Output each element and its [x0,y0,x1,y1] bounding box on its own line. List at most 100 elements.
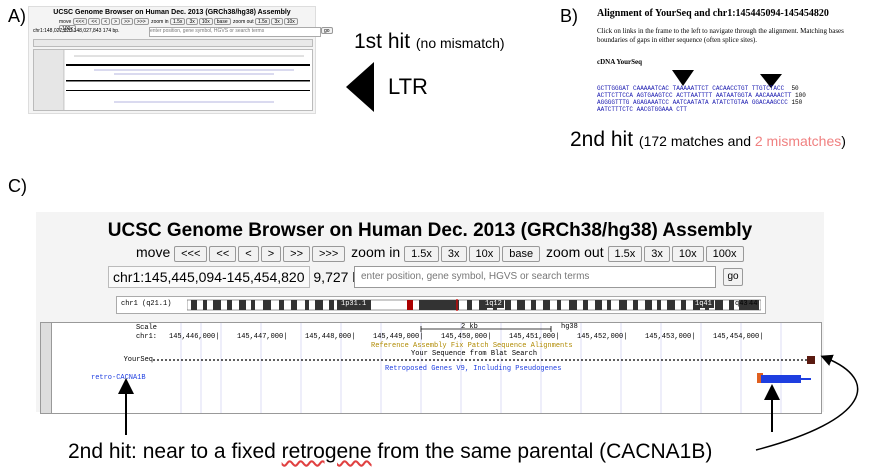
second-hit-summary: 2nd hit (172 matches and 2 mismatches) [570,128,846,152]
zoom-out-3x-button[interactable]: 3x [644,246,670,262]
tick-label: 145,451,000| [509,333,560,341]
move-left-2-button[interactable]: << [88,18,101,25]
zoom-in-base-button[interactable]: base [213,18,231,25]
search-input[interactable]: enter position, gene symbol, HGVS or sea… [149,27,321,37]
move-label: move [59,19,72,25]
seq-text: ACTTCTTCCA AGTGAAGTCC ACTTAATTTT AATAATG… [597,92,792,99]
panel-a-label: A) [8,6,26,26]
tick-label: 145,447,000| [237,333,288,341]
move-right-2-button[interactable]: >> [283,246,310,262]
second-hit-note: (172 matches and [638,133,755,149]
zoom-out-3x-button[interactable]: 3x [271,18,283,25]
move-far-left-button[interactable]: <<< [72,18,88,25]
zoom-out-100x-button[interactable]: 100x [59,25,76,32]
ltr-label: LTR [388,74,428,99]
band-label: 44 [749,300,758,308]
move-left-2-button[interactable]: << [209,246,237,262]
ideogram-label: chr1 (q21.1) [121,300,172,308]
seq-line: GCTTGGGAT CAAAAATCAC TAAAAATTCT CACAACCT… [597,85,806,92]
zoom-out-1-5x-button[interactable]: 1.5x [607,246,643,262]
tick-label: 145,446,000| [169,333,220,341]
scale-label: Scale [135,324,157,332]
retro-track-title: Retroposed Genes V9, Including Pseudogen… [385,365,562,373]
fix-patch-track-title: Reference Assembly Fix Patch Sequence Al… [371,342,573,350]
triangle-pointer-icon [346,62,374,112]
panel-a-browser: UCSC Genome Browser on Human Dec. 2013 (… [28,6,333,114]
zoom-out-10x-button[interactable]: 10x [671,246,704,262]
panel-c-label: C) [8,176,27,196]
move-left-button[interactable]: < [238,246,259,262]
seq-line: AGGGGTTTG AGAGAAATCC AATCAATATA ATATCTGT… [597,99,806,106]
assembly-label: hg38 [561,323,578,331]
track-gridlines-svg [153,323,815,413]
panel-b-label: B) [560,6,578,26]
track-side-buttons[interactable] [41,323,52,413]
move-far-right-button[interactable]: >>> [312,246,346,262]
track-image[interactable] [33,49,313,111]
move-right-button[interactable]: > [260,246,282,262]
ideogram[interactable] [33,39,313,47]
search-input[interactable]: enter position, gene symbol, HGVS or sea… [354,266,716,288]
mismatch-marker-1-icon [672,70,694,86]
chr-label: chr1: [135,333,157,341]
mismatch-marker-2-icon [760,74,782,88]
panel-c-browser: UCSC Genome Browser on Human Dec. 2013 (… [36,212,824,414]
band-label: 1q12 [483,300,504,308]
alignment-description: Click on links in the frame to the left … [597,27,844,44]
size-display: 174 bp. [102,28,120,34]
go-button[interactable]: go [321,27,333,34]
position-display[interactable]: chr1:145,445,094-145,454,820 [108,266,310,288]
alignment-subtitle: cDNA YourSeq [597,58,643,66]
zoom-in-10x-button[interactable]: 10x [198,18,213,25]
seq-number: 150 [791,99,803,106]
ideogram[interactable]: chr1 (q21.1) 1p31.1 1q12 1q41 [116,296,766,314]
zoom-in-10x-button[interactable]: 10x [468,246,501,262]
browser-title: UCSC Genome Browser on Human Dec. 2013 (… [107,220,753,241]
move-label: move [136,244,171,260]
tick-label: 145,452,000| [577,333,628,341]
track-image-svg [34,50,310,110]
move-right-button[interactable]: > [111,18,121,25]
seq-line: ACTTCTTCCA AGTGAAGTCC ACTTAATTTT AATAATG… [597,92,806,99]
caption-suffix: from the same parental (CACNA1B) [371,440,713,463]
zoom-out-1-5x-button[interactable]: 1.5x [254,18,271,25]
tick-label: 145,453,000| [645,333,696,341]
mismatch-count: 2 mismatches [754,133,842,149]
move-far-left-button[interactable]: <<< [174,246,208,262]
panel-a-title: UCSC Genome Browser on Human Dec. 2013 (… [53,9,291,16]
zoom-out-label: zoom out [546,244,604,260]
zoom-out-label: zoom out [233,19,254,25]
seq-text: AATCTTTCTC AACGTGGAAA CTT [597,106,688,113]
caption-retrogene: retrogene [281,440,372,463]
tick-label: 145,454,000| [713,333,764,341]
first-hit-note: (no mismatch) [415,35,505,51]
move-left-button[interactable]: < [101,18,111,25]
zoom-in-1-5x-button[interactable]: 1.5x [404,246,439,262]
zoom-in-3x-button[interactable]: 3x [440,246,467,262]
zoom-in-label: zoom in [151,19,169,25]
first-hit-label: 1st hit (no mismatch) [354,30,505,54]
yourseq-track-label[interactable]: YourSeq [123,356,153,364]
move-right-2-button[interactable]: >> [121,18,133,25]
tick-label: 145,449,000| [373,333,424,341]
go-button[interactable]: go [723,268,743,286]
seq-text: GCTTGGGAT CAAAAATCAC TAAAAATTCT CACAACCT… [597,85,785,92]
seq-number: 100 [795,92,806,99]
zoom-in-base-button[interactable]: base [502,246,541,262]
zoom-in-1-5x-button[interactable]: 1.5x [169,18,186,25]
zoom-in-3x-button[interactable]: 3x [186,18,198,25]
second-hit-note-end: ) [841,133,846,149]
position-display: chr1:148,027,670-148,027,843 [33,28,102,34]
seq-line: AATCTTTCTC AACGTGGAAA CTT [597,106,806,113]
track-display[interactable]: Scale 2 kb hg38 chr1: 145,446,000| 145,4… [40,322,822,414]
alignment-sequence: GCTTGGGAT CAAAAATCAC TAAAAATTCT CACAACCT… [597,85,806,113]
zoom-out-10x-button[interactable]: 10x [283,18,298,25]
move-far-right-button[interactable]: >>> [133,18,149,25]
navigation-bar: move <<< << < > >> >>> zoom in 1.5x 3x 10x base … [136,244,746,262]
first-hit-text: 1st hit [354,30,411,53]
zoom-out-100x-button[interactable]: 100x [705,246,744,262]
zoom-in-label: zoom in [351,244,401,260]
tick-label: 145,450,000| [441,333,492,341]
band-label: 1q41 [693,300,714,308]
